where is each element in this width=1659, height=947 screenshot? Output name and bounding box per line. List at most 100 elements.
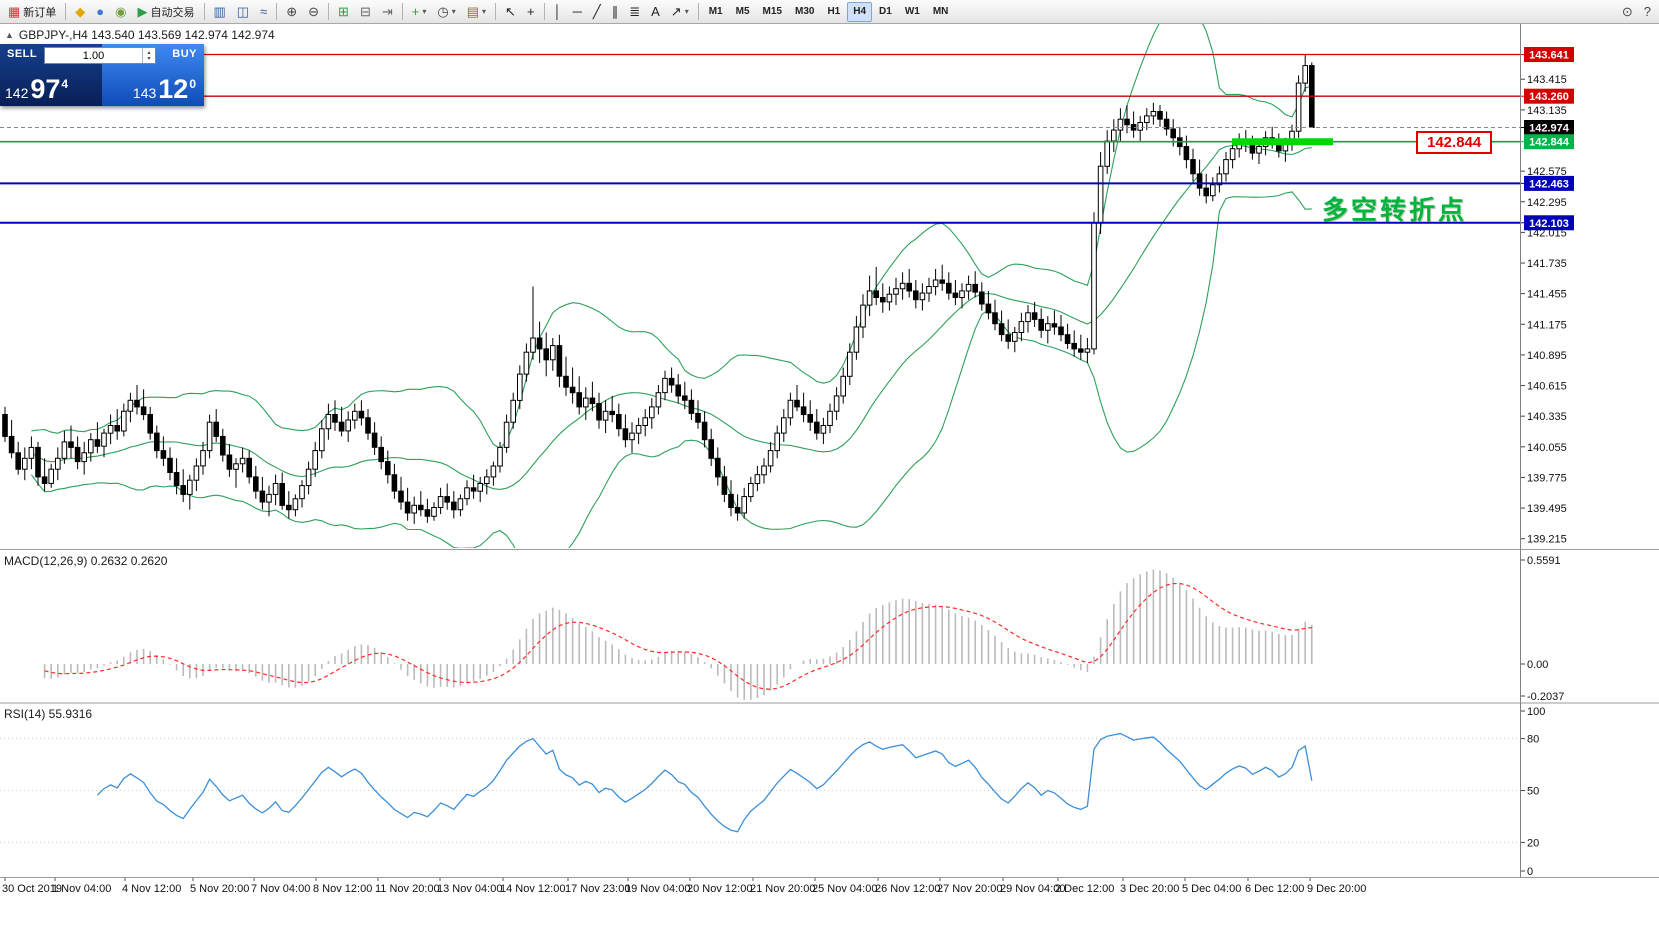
timeframe-w1-button[interactable]: W1 <box>899 2 926 22</box>
svg-text:1 Nov 04:00: 1 Nov 04:00 <box>52 883 111 895</box>
svg-text:139.775: 139.775 <box>1527 472 1567 484</box>
buy-price: 143 12 0 <box>132 74 196 104</box>
vertical-line-button[interactable]: │ <box>549 2 567 22</box>
svg-text:142.974: 142.974 <box>1529 122 1570 134</box>
svg-text:20: 20 <box>1527 837 1539 849</box>
sell-label: SELL <box>7 48 38 60</box>
dropdown-caret-icon: ▾ <box>482 7 487 16</box>
svg-text:142.575: 142.575 <box>1527 166 1567 178</box>
timeframe-m1-button[interactable]: M1 <box>703 2 729 22</box>
svg-text:30 Oct 2019: 30 Oct 2019 <box>2 883 62 895</box>
svg-text:143.135: 143.135 <box>1527 105 1567 117</box>
trendline-icon: ╱ <box>592 4 601 19</box>
svg-text:142.463: 142.463 <box>1529 178 1569 190</box>
buy-label: BUY <box>172 48 197 60</box>
zoom-in-button[interactable]: ⊕ <box>281 2 302 22</box>
rsi-indicator-label: RSI(14) 55.9316 <box>4 707 93 721</box>
trendline-button[interactable]: ╱ <box>588 2 606 22</box>
crosshair-button[interactable]: + <box>522 2 540 22</box>
svg-text:143.641: 143.641 <box>1529 50 1569 62</box>
symbol-info: ▲ GBPJPY-,H4 143.540 143.569 142.974 142… <box>5 28 275 42</box>
fibonacci-icon: ≣ <box>629 4 641 19</box>
lot-decrease-icon[interactable]: ▾ <box>147 55 151 62</box>
autotrading-button[interactable]: ▶ 自动交易 <box>133 2 200 22</box>
toolbar-separator <box>697 3 699 20</box>
line-chart-button[interactable]: ≈ <box>255 2 272 22</box>
svg-text:142.103: 142.103 <box>1529 218 1569 230</box>
svg-text:5 Nov 20:00: 5 Nov 20:00 <box>190 883 249 895</box>
svg-text:0.00: 0.00 <box>1527 659 1548 671</box>
svg-text:13 Nov 04:00: 13 Nov 04:00 <box>437 883 502 895</box>
toolbar-separator <box>276 3 278 20</box>
price-axis[interactable]: 143.415 143.135 142.575 142.295 142.015 141.7… <box>1520 47 1574 878</box>
indicators-button[interactable]: + ▾ <box>407 2 432 22</box>
navigator-button[interactable]: ◉ <box>110 2 131 22</box>
clock-icon: ◷ <box>437 4 449 19</box>
timeframe-h1-button[interactable]: H1 <box>821 2 846 22</box>
help-button[interactable]: ? <box>1639 2 1656 22</box>
level-lines[interactable] <box>0 53 1520 224</box>
svg-text:9 Dec 20:00: 9 Dec 20:00 <box>1307 883 1366 895</box>
macd-pane[interactable] <box>43 569 1313 700</box>
lot-increase-icon[interactable]: ▴ <box>147 49 151 56</box>
arrows-button[interactable]: ↗ ▾ <box>666 2 694 22</box>
zoom-out-button[interactable]: ⊖ <box>303 2 324 22</box>
channel-button[interactable]: ∥ <box>607 2 624 22</box>
svg-text:5 Dec 04:00: 5 Dec 04:00 <box>1182 883 1241 895</box>
periods-button[interactable]: ◷ ▾ <box>432 2 460 22</box>
chart-shift-button[interactable]: ⇥ <box>377 2 398 22</box>
lot-spinner[interactable]: ▴ ▾ <box>142 48 155 63</box>
autotrading-button-label: 自动交易 <box>150 6 195 19</box>
zoom-in-icon: ⊕ <box>286 4 298 19</box>
macd-indicator-label: MACD(12,26,9) 0.2632 0.2620 <box>4 554 168 568</box>
templates-button[interactable]: ▤ ▾ <box>462 2 491 22</box>
auto-arrange-button[interactable]: ⊟ <box>355 2 376 22</box>
timeframe-mn-button[interactable]: MN <box>927 2 955 22</box>
horizontal-line-button[interactable]: ─ <box>568 2 587 22</box>
market-watch-button[interactable]: ● <box>91 2 109 22</box>
dropdown-caret-icon: ▾ <box>422 7 427 16</box>
fibonacci-button[interactable]: ≣ <box>624 2 645 22</box>
svg-text:141.175: 141.175 <box>1527 319 1567 331</box>
svg-text:0.5591: 0.5591 <box>1527 555 1561 567</box>
one-click-trading-panel: SELL 142 97 4 BUY 143 12 0 1.00 ▴ ▾ <box>0 44 204 106</box>
svg-text:14 Nov 12:00: 14 Nov 12:00 <box>500 883 565 895</box>
cursor-button[interactable]: ↖ <box>500 2 521 22</box>
timeframe-m15-button[interactable]: M15 <box>757 2 788 22</box>
timeframe-h4-button[interactable]: H4 <box>847 1 873 22</box>
svg-text:26 Nov 12:00: 26 Nov 12:00 <box>875 883 940 895</box>
candlestick-chart-button[interactable]: ◫ <box>232 2 254 22</box>
lot-size-field[interactable]: 1.00 ▴ ▾ <box>44 47 156 64</box>
svg-text:-0.2037: -0.2037 <box>1527 691 1564 703</box>
main-chart-pane[interactable] <box>2 4 1315 575</box>
svg-text:3 Dec 20:00: 3 Dec 20:00 <box>1120 883 1179 895</box>
svg-text:7 Nov 04:00: 7 Nov 04:00 <box>251 883 310 895</box>
timeframe-m30-button[interactable]: M30 <box>789 2 820 22</box>
cursor-arrow-icon: ↖ <box>505 4 516 19</box>
bar-chart-button[interactable]: ▥ <box>209 2 231 22</box>
timeframe-d1-button[interactable]: D1 <box>873 2 898 22</box>
template-icon: ▤ <box>466 4 480 19</box>
metaeditor-button[interactable]: ◆ <box>70 2 90 22</box>
one-click-trading-toggle-icon[interactable]: ▲ <box>5 30 14 40</box>
timeframe-m5-button[interactable]: M5 <box>730 2 756 22</box>
price-tag-label: 142.844 <box>1416 131 1493 154</box>
svg-text:141.455: 141.455 <box>1527 289 1567 301</box>
toolbar-separator <box>65 3 67 20</box>
new-order-button[interactable]: ▦ 新订单 <box>3 2 61 22</box>
svg-text:80: 80 <box>1527 734 1539 746</box>
channel-icon: ∥ <box>611 4 619 19</box>
search-icon: ⊙ <box>1621 4 1633 19</box>
rsi-pane[interactable] <box>0 732 1520 843</box>
indicators-plus-icon: + <box>411 4 420 19</box>
order-ticket-icon: ▦ <box>8 4 21 19</box>
chart-shift-icon: ⇥ <box>381 4 393 19</box>
text-button[interactable]: A <box>646 2 665 22</box>
tile-windows-button[interactable]: ⊞ <box>333 2 354 22</box>
sell-price: 142 97 4 <box>5 74 69 104</box>
svg-text:141.735: 141.735 <box>1527 258 1567 270</box>
chart-search-button[interactable]: ⊙ <box>1617 2 1638 22</box>
svg-text:19 Nov 04:00: 19 Nov 04:00 <box>625 883 690 895</box>
